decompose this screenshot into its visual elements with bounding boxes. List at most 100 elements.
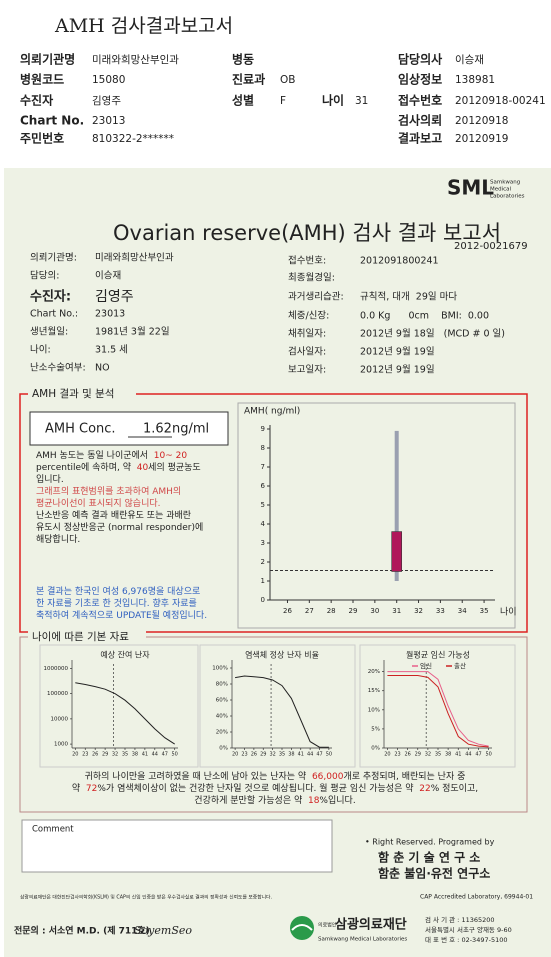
note-line: 한 자료를 기초로 한 것입니다. 향후 자료를 bbox=[36, 597, 197, 609]
field-value: 810322-2****** bbox=[92, 133, 174, 145]
info-value: 2012년 9월 19일 bbox=[360, 364, 435, 376]
x-tick-label: 50 bbox=[326, 752, 332, 758]
note-line: AMH 농도는 동일 나이군에서 10~ 20 bbox=[36, 450, 187, 461]
info-value: 31.5 세 bbox=[95, 345, 128, 356]
x-tick-label: 47 bbox=[475, 752, 481, 758]
text-segment: % 정도이고, bbox=[431, 783, 478, 794]
conc-box bbox=[29, 411, 229, 446]
x-tick-label: 44 bbox=[307, 752, 313, 758]
field-label: 성별 bbox=[232, 93, 254, 108]
foundation-en: Samkwang Medical Laboratories bbox=[318, 937, 407, 943]
mini-chart-frame bbox=[359, 644, 516, 768]
x-tick-label: 35 bbox=[279, 752, 285, 758]
y-tick-label: 1000 bbox=[54, 742, 68, 748]
field-label: 수진자 bbox=[20, 93, 53, 108]
y-axis-label: AMH( ng/ml) bbox=[244, 407, 300, 417]
series-line bbox=[387, 675, 489, 748]
y-tick-label: 10% bbox=[368, 707, 380, 713]
x-tick-label: 23 bbox=[394, 752, 400, 758]
text-segment: 18 bbox=[308, 796, 320, 806]
x-tick-label: 26 bbox=[251, 752, 257, 758]
logo-text: Samkwang bbox=[490, 180, 520, 186]
text-segment: 40 bbox=[137, 463, 149, 473]
y-tick-label: 100000 bbox=[47, 691, 68, 697]
info-label: 의뢰기관명: bbox=[30, 253, 77, 264]
x-tick-label: 29 bbox=[349, 607, 358, 615]
info-label: 검사일자: bbox=[288, 346, 326, 358]
field-value: 미래와희망산부인과 bbox=[92, 54, 179, 66]
logo-text: Laboratories bbox=[490, 194, 525, 200]
x-tick-label: 32 bbox=[425, 752, 431, 758]
address-line: 서울특별시 서초구 양재동 9-60 bbox=[425, 925, 512, 934]
x-tick-label: 29 bbox=[260, 752, 266, 758]
foundation-prefix: 의료법인 bbox=[318, 922, 337, 929]
logo-mark: SML bbox=[447, 176, 494, 200]
x-tick-label: 23 bbox=[241, 752, 247, 758]
conc-label: AMH Conc. bbox=[45, 422, 116, 437]
amh-title-bg bbox=[28, 388, 136, 400]
x-tick-label: 29 bbox=[415, 752, 421, 758]
y-tick-label: 0% bbox=[371, 746, 380, 752]
mini-chart-title: 예상 잔여 난자 bbox=[100, 650, 150, 660]
logo-text: Medical bbox=[490, 187, 512, 193]
x-tick-label: 20 bbox=[72, 752, 78, 758]
range-bar bbox=[394, 430, 399, 581]
field-label: 접수번호 bbox=[398, 93, 442, 108]
foundation-logo-wave bbox=[291, 924, 313, 931]
info-value: 1981년 3월 22일 bbox=[95, 326, 170, 338]
info-value: 김영주 bbox=[95, 289, 134, 305]
mini-chart-title: 월평균 임신 가능성 bbox=[406, 650, 470, 660]
field-label: 의뢰기관명 bbox=[20, 52, 75, 67]
x-tick-label: 38 bbox=[288, 752, 294, 758]
info-value: NO bbox=[95, 363, 110, 374]
foundation: 삼광의료재단 bbox=[335, 917, 407, 933]
y-tick-label: 8 bbox=[261, 444, 265, 452]
field-value: 이승재 bbox=[455, 54, 484, 66]
text-segment: %입니다. bbox=[319, 794, 355, 806]
x-tick-label: 41 bbox=[142, 752, 148, 758]
y-tick-label: 15% bbox=[368, 688, 380, 694]
y-tick-label: 80% bbox=[216, 682, 228, 688]
x-tick-label: 29 bbox=[102, 752, 108, 758]
field-label: 병동 bbox=[232, 52, 254, 67]
info-label: 난소수술여부: bbox=[30, 362, 86, 374]
x-tick-label: 33 bbox=[436, 607, 445, 615]
info-label: 수진자: bbox=[30, 289, 71, 305]
amh-box bbox=[19, 393, 528, 633]
x-tick-label: 35 bbox=[122, 752, 128, 758]
y-tick-label: 20% bbox=[216, 730, 228, 736]
y-tick-label: 5 bbox=[261, 501, 265, 509]
org: 함춘 불임·유전 연구소 bbox=[378, 866, 490, 881]
basic-title: 나이에 따른 기본 자료 bbox=[32, 631, 129, 643]
note-line: 평균나이선이 표시되지 않습니다. bbox=[36, 498, 161, 509]
x-axis-label: 나이 bbox=[500, 607, 517, 618]
text-segment: 세의 평균농도 bbox=[148, 462, 201, 473]
x-tick-label: 27 bbox=[305, 607, 314, 615]
field-value: 138981 bbox=[455, 74, 495, 86]
y-tick-label: 4 bbox=[261, 520, 266, 528]
mini-chart-frame bbox=[39, 644, 199, 768]
note-line: 본 결과는 한국인 여성 6,976명을 대상으로 bbox=[36, 585, 200, 597]
field-value: 23013 bbox=[92, 115, 125, 127]
info-label: 담당의: bbox=[30, 270, 59, 282]
x-tick-label: 35 bbox=[435, 752, 441, 758]
y-tick-label: 1000000 bbox=[44, 666, 69, 672]
note-line: 축적하여 계속적으로 UPDATE될 예정입니다. bbox=[36, 609, 207, 621]
field-label: 담당의사 bbox=[398, 52, 442, 67]
report-title: Ovarian reserve(AMH) 검사 결과 보고서 bbox=[113, 221, 501, 245]
summary-line: 귀하의 나이만을 고려하였을 때 난소에 남아 있는 난자는 약 66,000개… bbox=[85, 770, 466, 782]
x-tick-label: 38 bbox=[445, 752, 451, 758]
x-tick-label: 44 bbox=[465, 752, 471, 758]
info-value: 2012091800241 bbox=[360, 256, 439, 267]
text-segment: 약 bbox=[72, 782, 86, 794]
y-tick-label: 20% bbox=[368, 669, 380, 675]
info-label: Chart No.: bbox=[30, 309, 78, 320]
x-tick-label: 31 bbox=[392, 607, 401, 615]
basic-box bbox=[19, 636, 528, 813]
summary-line: 건강하게 분만할 가능성은 약 18%입니다. bbox=[194, 794, 355, 806]
text-segment: 22 bbox=[419, 784, 430, 794]
note-line: 유도시 정상반응군 (normal responder)에 bbox=[36, 522, 203, 533]
basic-title-bg bbox=[28, 631, 146, 643]
text-segment: 입니다. bbox=[36, 473, 64, 485]
y-tick-label: 9 bbox=[261, 425, 265, 433]
